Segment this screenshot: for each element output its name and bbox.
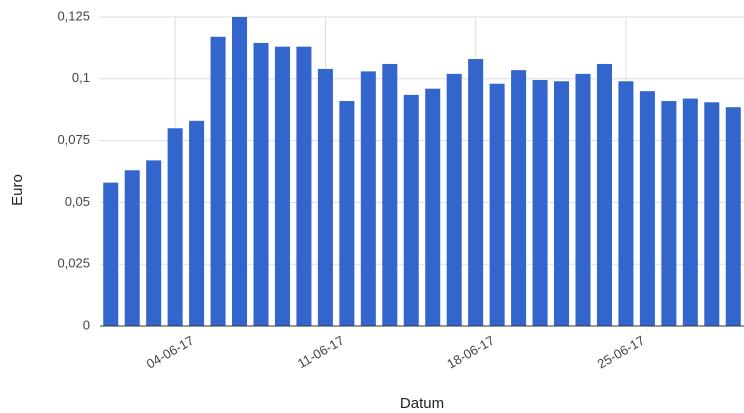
bar (146, 160, 162, 326)
bar (554, 81, 570, 326)
bar (124, 170, 140, 326)
bar (296, 46, 312, 326)
bar (425, 88, 441, 326)
y-axis-title: Euro (9, 174, 26, 206)
bar (489, 83, 505, 326)
x-tick-label: 11-06-17 (295, 333, 347, 372)
bar (232, 17, 248, 326)
bar (596, 63, 612, 327)
bar (468, 59, 484, 327)
x-tick-label: 18-06-17 (444, 333, 497, 372)
bar (532, 80, 548, 326)
y-tick-label: 0 (83, 317, 90, 332)
bar (339, 101, 355, 326)
bar (682, 98, 698, 327)
bar (360, 71, 376, 326)
bar (317, 68, 333, 327)
y-tick-label: 0,025 (57, 256, 90, 271)
x-tick-label: 25-06-17 (595, 333, 648, 372)
bar (575, 73, 591, 326)
bar (103, 182, 119, 326)
bar (253, 42, 269, 327)
y-tick-label: 0,125 (57, 8, 90, 23)
y-tick-label: 0,05 (65, 194, 90, 209)
y-tick-label: 0,1 (72, 70, 90, 85)
x-axis-title: Datum (400, 395, 444, 412)
bar (661, 101, 677, 326)
bar (511, 70, 527, 326)
bar (725, 107, 741, 326)
bar (639, 91, 655, 326)
bar (274, 46, 290, 326)
bar (167, 128, 183, 326)
bar (618, 81, 634, 326)
bar (210, 36, 226, 326)
bar (189, 120, 205, 326)
bar (382, 63, 398, 327)
y-tick-label: 0,075 (57, 132, 90, 147)
bar (446, 73, 462, 326)
bar (403, 94, 419, 326)
bar (704, 102, 720, 326)
x-tick-label: 04-06-17 (144, 333, 197, 372)
